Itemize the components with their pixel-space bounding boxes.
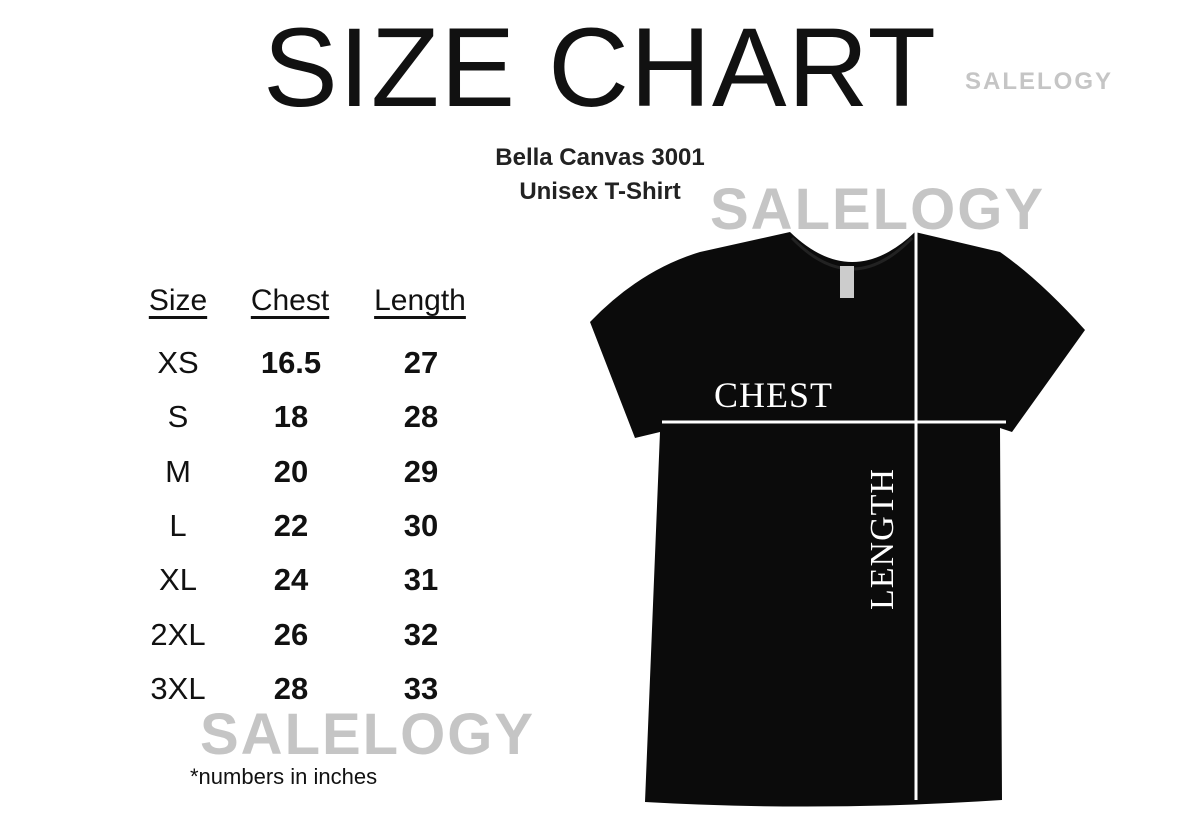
chest-label: CHEST xyxy=(714,375,834,415)
length-label: LENGTH xyxy=(864,468,901,610)
length-cell: 32 xyxy=(403,616,439,652)
chest-cell: 18 xyxy=(273,399,309,435)
size-cell: S xyxy=(167,399,189,435)
length-cell: 28 xyxy=(403,399,439,435)
size-cell: XS xyxy=(157,345,199,380)
size-cell: 2XL xyxy=(150,616,206,652)
watermark: SALELOGY xyxy=(965,68,1114,95)
chest-cell: 20 xyxy=(273,453,309,489)
chest-cell: 28 xyxy=(273,670,309,706)
product-type: Unisex T-Shirt xyxy=(519,178,681,205)
chest-cell: 26 xyxy=(273,616,309,652)
watermark: SALELOGY xyxy=(710,177,1046,242)
header-size: Size xyxy=(148,284,208,317)
length-cell: 31 xyxy=(403,562,439,598)
length-cell: 27 xyxy=(403,345,439,380)
page-title: SIZE CHART xyxy=(263,5,937,130)
chest-cell: 22 xyxy=(273,507,309,543)
chest-cell: 16.5 xyxy=(260,345,322,380)
size-cell: XL xyxy=(159,562,197,598)
length-cell: 29 xyxy=(403,453,439,489)
units-note: *numbers in inches xyxy=(190,764,378,789)
size-cell: M xyxy=(165,453,191,489)
header-chest: Chest xyxy=(250,284,330,317)
length-cell: 30 xyxy=(403,507,439,543)
size-cell: 3XL xyxy=(150,670,206,706)
tag xyxy=(840,266,854,298)
size-cell: L xyxy=(169,507,187,543)
chest-cell: 24 xyxy=(273,562,309,598)
length-cell: 33 xyxy=(403,670,439,706)
watermark: SALELOGY xyxy=(200,702,536,767)
header-length: Length xyxy=(374,284,466,317)
product-name: Bella Canvas 3001 xyxy=(495,144,705,171)
tshirt-shape xyxy=(590,232,1085,807)
